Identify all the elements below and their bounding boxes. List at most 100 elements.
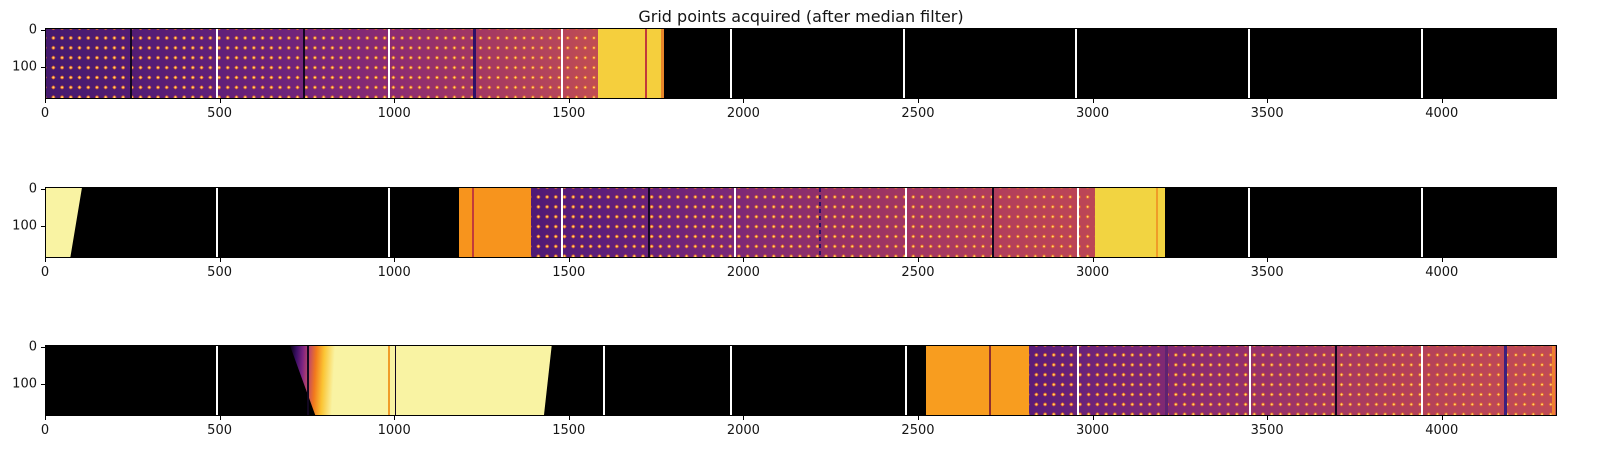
- detector-gap-line: [733, 188, 736, 257]
- y-tick-label: 100: [12, 59, 37, 75]
- x-tick-label: 1500: [552, 423, 586, 438]
- image-segment: [1095, 188, 1166, 257]
- detector-gap-line: [1076, 188, 1079, 257]
- detector-gap-line: [902, 29, 905, 98]
- detector-gap-line: [1075, 29, 1078, 98]
- x-tick-label: 2500: [901, 423, 935, 438]
- x-tick-mark: [743, 99, 745, 103]
- x-tick-label: 1500: [552, 265, 586, 280]
- x-tick-mark: [219, 416, 221, 420]
- x-tick-label: 2000: [726, 423, 760, 438]
- detector-gap-line: [1248, 29, 1251, 98]
- panel-2-image: [45, 187, 1557, 258]
- x-tick-mark: [45, 99, 46, 103]
- x-tick-mark: [394, 99, 396, 103]
- detector-gap-line: [644, 29, 647, 98]
- detector-gap-line: [602, 346, 605, 415]
- detector-gap-line: [1420, 29, 1423, 98]
- x-tick-label: 3000: [1076, 106, 1110, 121]
- detector-gap-line: [388, 29, 391, 98]
- image-segment: [46, 29, 599, 98]
- detector-gap-line: [306, 346, 309, 415]
- detector-gap-line: [1420, 346, 1423, 415]
- x-tick-mark: [1267, 258, 1269, 262]
- image-segment: [290, 346, 552, 415]
- detector-gap-line: [394, 346, 396, 415]
- image-segment: [925, 346, 1030, 415]
- detector-gap-line: [730, 346, 733, 415]
- detector-gap-line: [1248, 346, 1251, 415]
- x-tick-label: 1000: [377, 265, 411, 280]
- panel-3-image: [45, 345, 1557, 416]
- image-segment: [1029, 346, 1556, 415]
- x-tick-label: 2000: [726, 265, 760, 280]
- detector-gap-line: [904, 188, 907, 257]
- x-tick-mark: [743, 258, 745, 262]
- x-tick-label: 1000: [377, 106, 411, 121]
- image-segment: [459, 188, 532, 257]
- x-tick-label: 2500: [901, 265, 935, 280]
- detector-gap-line: [991, 188, 994, 257]
- x-tick-label: 4000: [1425, 423, 1459, 438]
- x-tick-mark: [568, 99, 570, 103]
- x-tick-mark: [1092, 416, 1094, 420]
- y-tick-label: 100: [12, 218, 37, 234]
- x-tick-mark: [219, 99, 221, 103]
- detector-gap-line: [130, 29, 133, 98]
- y-tick-mark: [41, 189, 45, 190]
- x-tick-label: 2500: [901, 106, 935, 121]
- detector-gap-line: [648, 188, 651, 257]
- x-tick-label: 500: [207, 265, 233, 280]
- x-tick-label: 500: [207, 106, 233, 121]
- detector-gap-line: [561, 29, 564, 98]
- detector-gap-line: [1248, 188, 1251, 257]
- x-tick-mark: [219, 258, 221, 262]
- image-segment: [661, 29, 665, 98]
- detector-gap-line: [561, 188, 564, 257]
- x-tick-label: 3500: [1250, 265, 1284, 280]
- x-tick-label: 500: [207, 423, 233, 438]
- detector-gap-line: [904, 346, 907, 415]
- x-tick-mark: [917, 416, 919, 420]
- detector-gap-line: [215, 346, 218, 415]
- x-tick-label: 0: [40, 423, 50, 438]
- x-tick-mark: [1092, 258, 1094, 262]
- panel-2-canvas: [46, 188, 1556, 257]
- x-tick-label: 2000: [726, 106, 760, 121]
- image-segment: [598, 29, 662, 98]
- x-tick-label: 3500: [1250, 106, 1284, 121]
- detector-gap-line: [303, 29, 306, 98]
- x-tick-label: 1000: [377, 423, 411, 438]
- detector-gap-line: [1503, 346, 1507, 415]
- x-tick-label: 1500: [552, 106, 586, 121]
- x-tick-mark: [1441, 99, 1443, 103]
- panel-1-image: [45, 28, 1557, 99]
- panel-1-canvas: [46, 29, 1556, 98]
- x-tick-label: 0: [40, 106, 50, 121]
- detector-gap-line: [1335, 346, 1338, 415]
- chart-title: Grid points acquired (after median filte…: [638, 7, 964, 26]
- x-tick-mark: [394, 416, 396, 420]
- x-tick-mark: [743, 416, 745, 420]
- panel-3-canvas: [46, 346, 1556, 415]
- detector-gap-line: [819, 188, 822, 257]
- x-tick-mark: [917, 258, 919, 262]
- detector-gap-line: [1155, 188, 1158, 257]
- x-tick-mark: [1441, 416, 1443, 420]
- detector-gap-line: [730, 29, 733, 98]
- detector-gap-line: [1164, 346, 1168, 415]
- x-tick-mark: [917, 99, 919, 103]
- detector-gap-line: [1551, 346, 1555, 415]
- detector-gap-line: [388, 346, 391, 415]
- x-tick-mark: [1267, 416, 1269, 420]
- x-tick-mark: [1092, 99, 1094, 103]
- y-tick-label: 0: [28, 22, 37, 38]
- x-tick-mark: [568, 258, 570, 262]
- x-tick-label: 3000: [1076, 423, 1110, 438]
- x-tick-mark: [45, 258, 46, 262]
- y-tick-mark: [41, 67, 45, 68]
- detector-gap-line: [215, 29, 218, 98]
- image-segment: [46, 188, 82, 257]
- x-tick-label: 3000: [1076, 265, 1110, 280]
